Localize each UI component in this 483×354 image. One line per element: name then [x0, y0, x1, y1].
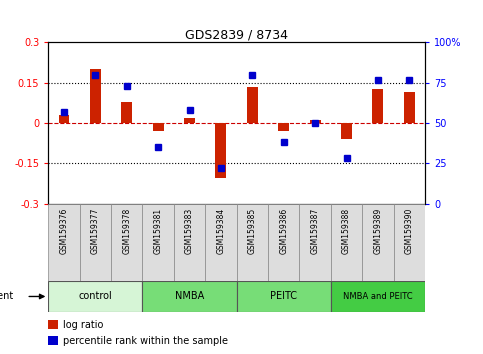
Bar [404, 92, 415, 123]
Text: GSM159390: GSM159390 [405, 207, 414, 254]
Bar [341, 123, 352, 139]
Title: GDS2839 / 8734: GDS2839 / 8734 [185, 28, 288, 41]
Text: control: control [79, 291, 112, 302]
Bar [362, 204, 394, 281]
Text: GSM159381: GSM159381 [154, 207, 163, 253]
Text: PEITC: PEITC [270, 291, 297, 302]
Text: percentile rank within the sample: percentile rank within the sample [63, 336, 228, 346]
Bar [48, 336, 58, 345]
Text: log ratio: log ratio [63, 320, 104, 330]
Bar [299, 204, 331, 281]
Text: NMBA and PEITC: NMBA and PEITC [343, 292, 413, 301]
Bar [184, 118, 195, 123]
Bar [48, 320, 58, 329]
Bar [331, 204, 362, 281]
Text: GSM159383: GSM159383 [185, 207, 194, 254]
Bar [174, 204, 205, 281]
Bar [278, 123, 289, 131]
Bar [310, 120, 321, 123]
Text: GSM159378: GSM159378 [122, 207, 131, 254]
Bar [48, 281, 142, 312]
Text: GSM159387: GSM159387 [311, 207, 320, 254]
Bar [394, 204, 425, 281]
Bar [58, 115, 70, 123]
Text: GSM159377: GSM159377 [91, 207, 100, 254]
Bar [331, 281, 425, 312]
Bar [48, 204, 80, 281]
Bar [372, 90, 384, 123]
Bar [153, 123, 164, 131]
Bar [205, 204, 237, 281]
Text: NMBA: NMBA [175, 291, 204, 302]
Bar [215, 123, 227, 178]
Bar [247, 87, 258, 123]
Bar [142, 281, 237, 312]
Text: agent: agent [0, 291, 14, 302]
Text: GSM159389: GSM159389 [373, 207, 383, 254]
Bar [121, 102, 132, 123]
Bar [268, 204, 299, 281]
Bar [90, 69, 101, 123]
Bar [80, 204, 111, 281]
Text: GSM159385: GSM159385 [248, 207, 257, 254]
Bar [142, 204, 174, 281]
Text: GSM159388: GSM159388 [342, 207, 351, 253]
Bar [111, 204, 142, 281]
Bar [237, 281, 331, 312]
Bar [237, 204, 268, 281]
Text: GSM159384: GSM159384 [216, 207, 226, 254]
Text: GSM159386: GSM159386 [279, 207, 288, 254]
Text: GSM159376: GSM159376 [59, 207, 69, 254]
